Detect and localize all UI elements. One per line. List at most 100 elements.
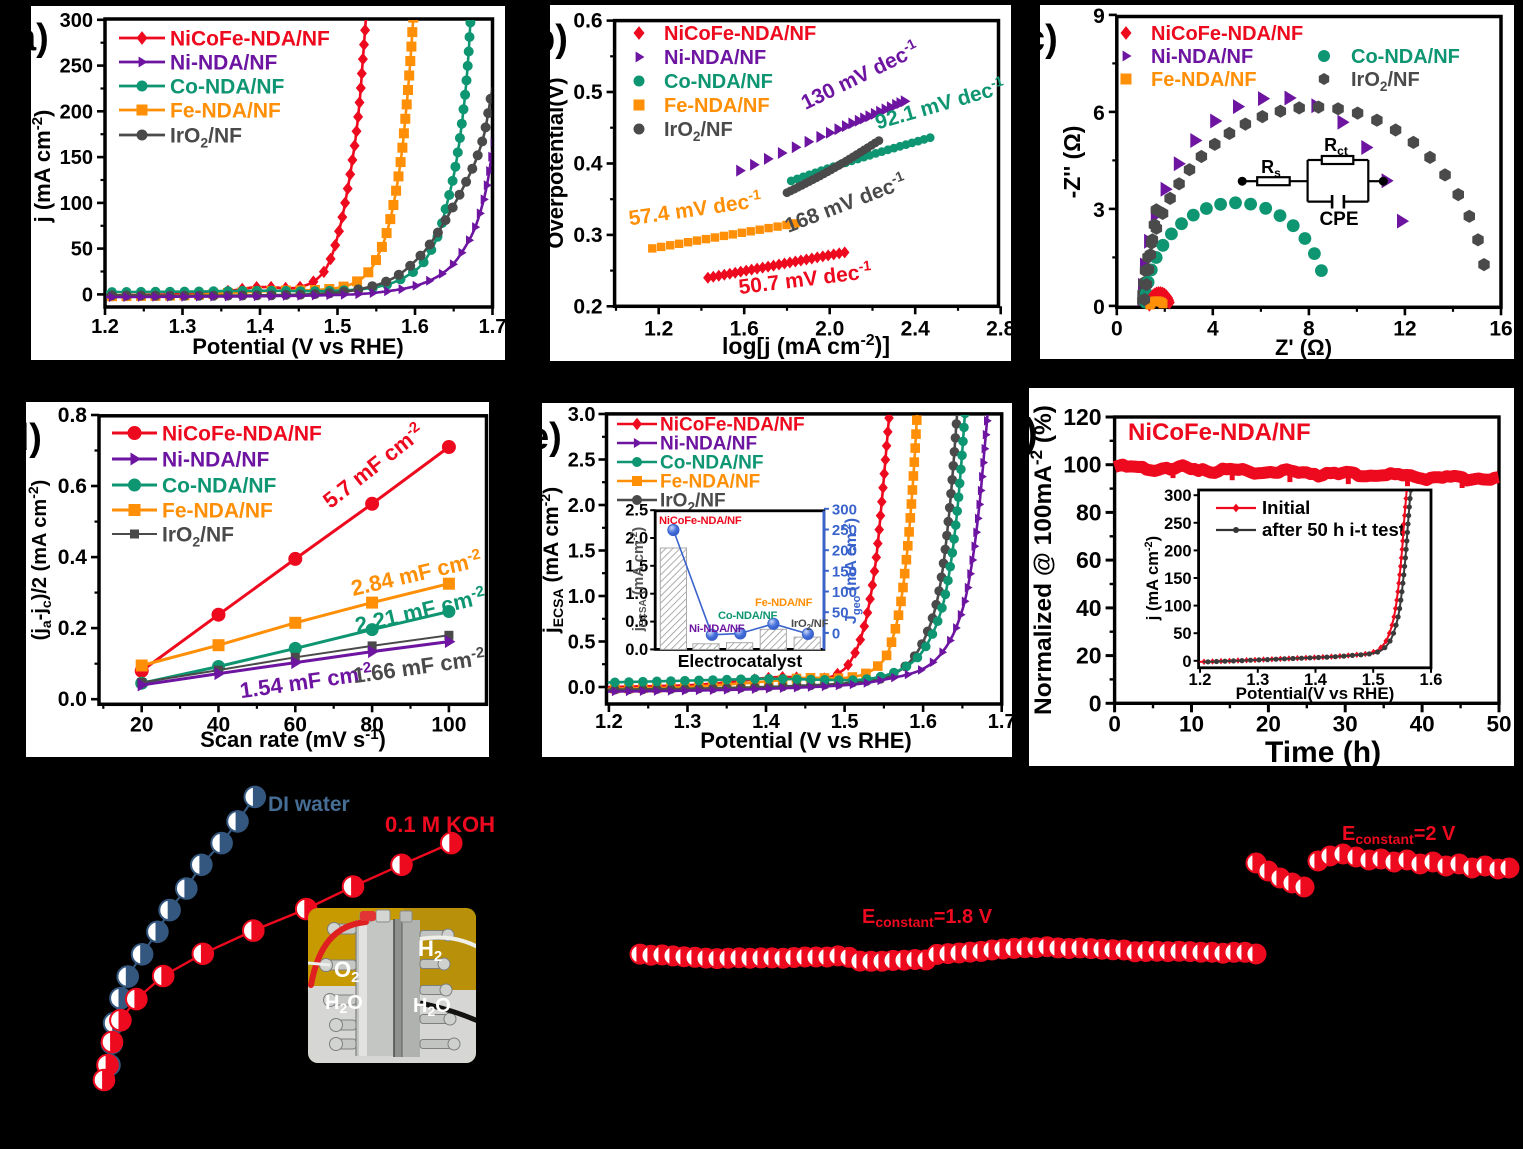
- svg-text:H2O: H2O: [413, 995, 451, 1019]
- svg-text:1.2: 1.2: [91, 316, 119, 338]
- svg-text:80: 80: [360, 713, 383, 736]
- svg-text:20: 20: [1076, 643, 1102, 669]
- svg-text:1.5: 1.5: [831, 711, 859, 733]
- svg-text:1.7: 1.7: [479, 316, 505, 338]
- svg-text:0.6: 0.6: [573, 10, 602, 33]
- svg-text:150: 150: [60, 147, 93, 169]
- svg-text:1.4: 1.4: [1304, 671, 1328, 689]
- svg-text:0.0: 0.0: [58, 688, 87, 711]
- svg-text:60: 60: [284, 713, 307, 736]
- svg-text:Fe-NDA/NF: Fe-NDA/NF: [1151, 69, 1257, 91]
- svg-text:300: 300: [832, 501, 857, 518]
- svg-text:f): f): [1029, 411, 1038, 455]
- svg-text:3: 3: [1093, 199, 1105, 222]
- svg-text:1.2: 1.2: [644, 317, 673, 340]
- svg-text:after 50 h i-t test: after 50 h i-t test: [1262, 519, 1405, 540]
- svg-text:16: 16: [1489, 317, 1512, 340]
- svg-text:log[j (mA cm-2)]: log[j (mA cm-2)]: [722, 332, 890, 359]
- svg-text:100: 100: [1063, 452, 1101, 478]
- svg-text:2.0: 2.0: [815, 317, 844, 340]
- svg-text:120: 120: [1063, 404, 1101, 430]
- svg-text:4: 4: [1207, 317, 1219, 340]
- svg-text:Fe-NDA/NF: Fe-NDA/NF: [162, 500, 273, 523]
- svg-text:0.5: 0.5: [625, 613, 648, 631]
- svg-text:1.5: 1.5: [625, 557, 648, 575]
- svg-text:2.4: 2.4: [901, 317, 931, 340]
- svg-text:Potential (V vs RHE): Potential (V vs RHE): [700, 728, 911, 753]
- svg-text:Time (h): Time (h): [1265, 736, 1381, 766]
- svg-text:Ni-NDA/NF: Ni-NDA/NF: [664, 47, 766, 69]
- svg-text:150: 150: [1164, 570, 1192, 588]
- svg-text:1.5: 1.5: [568, 541, 596, 563]
- svg-text:NiCoFe-NDA/NF: NiCoFe-NDA/NF: [1151, 23, 1303, 45]
- svg-text:Co-NDA/NF: Co-NDA/NF: [1351, 46, 1460, 68]
- svg-text:Fe-NDA/NF: Fe-NDA/NF: [170, 100, 281, 123]
- svg-text:NiCoFe-NDA/NF: NiCoFe-NDA/NF: [170, 28, 330, 51]
- svg-text:Potential (V vs RHE): Potential (V vs RHE): [192, 334, 403, 359]
- svg-text:Co-NDA/NF: Co-NDA/NF: [170, 76, 284, 99]
- svg-text:1.3: 1.3: [169, 316, 197, 338]
- svg-text:NiCoFe-NDA/NF: NiCoFe-NDA/NF: [660, 415, 805, 436]
- svg-text:-Z'' (Ω): -Z'' (Ω): [1059, 126, 1085, 199]
- svg-text:j (mA cm-2): j (mA cm-2): [31, 110, 55, 224]
- svg-text:40: 40: [1410, 711, 1435, 736]
- svg-text:(ja-jc)/2 (mA cm-2): (ja-jc)/2 (mA cm-2): [26, 480, 54, 641]
- svg-text:IrO2/NF: IrO2/NF: [162, 524, 234, 550]
- svg-text:0: 0: [1093, 296, 1105, 319]
- svg-text:Fe-NDA/NF: Fe-NDA/NF: [755, 597, 813, 609]
- svg-text:40: 40: [1076, 595, 1102, 621]
- svg-text:Scan rate (mV s-1): Scan rate (mV s-1): [200, 726, 386, 752]
- svg-text:0: 0: [1111, 317, 1123, 340]
- svg-text:50: 50: [1173, 625, 1191, 643]
- svg-text:250: 250: [832, 522, 857, 539]
- svg-text:100: 100: [1164, 598, 1192, 616]
- svg-text:2.5: 2.5: [625, 502, 648, 520]
- svg-text:12: 12: [1393, 317, 1416, 340]
- svg-text:c): c): [1040, 18, 1058, 60]
- svg-text:100: 100: [431, 713, 466, 736]
- svg-text:0.2: 0.2: [58, 617, 87, 640]
- svg-text:0.0: 0.0: [625, 641, 648, 659]
- svg-text:0.4: 0.4: [58, 546, 88, 569]
- svg-text:Ni-NDA/NF: Ni-NDA/NF: [1151, 46, 1253, 68]
- svg-text:1.3: 1.3: [1246, 671, 1269, 689]
- svg-text:1.2: 1.2: [1189, 671, 1212, 689]
- svg-text:1.4: 1.4: [246, 316, 275, 338]
- svg-text:a): a): [31, 17, 49, 59]
- svg-text:3.0: 3.0: [568, 404, 596, 426]
- svg-text:0: 0: [832, 625, 840, 642]
- svg-text:j (mA cm-2): j (mA cm-2): [1143, 536, 1162, 621]
- svg-text:0.8: 0.8: [58, 404, 88, 427]
- svg-text:Initial: Initial: [1262, 497, 1310, 518]
- svg-text:d): d): [26, 417, 42, 459]
- svg-text:300: 300: [1164, 487, 1192, 505]
- svg-text:Co-NDA/NF: Co-NDA/NF: [660, 453, 763, 474]
- svg-text:200: 200: [1164, 542, 1192, 560]
- svg-text:1.6: 1.6: [401, 316, 429, 338]
- svg-text:1.5: 1.5: [324, 316, 352, 338]
- svg-text:20: 20: [130, 713, 153, 736]
- svg-text:50: 50: [71, 239, 93, 261]
- svg-text:IrO2/NF: IrO2/NF: [664, 119, 733, 144]
- svg-text:Co-NDA/NF: Co-NDA/NF: [664, 71, 773, 93]
- svg-text:0: 0: [82, 284, 93, 306]
- svg-text:IrO2/NF: IrO2/NF: [170, 125, 242, 151]
- svg-text:NiCoFe-NDA/NF: NiCoFe-NDA/NF: [1128, 419, 1311, 446]
- svg-text:Ni-NDA/NF: Ni-NDA/NF: [170, 52, 277, 75]
- svg-text:50: 50: [832, 605, 849, 622]
- svg-text:150: 150: [832, 563, 857, 580]
- svg-text:100: 100: [832, 584, 857, 601]
- svg-text:57.4 mV dec-1: 57.4 mV dec-1: [627, 186, 763, 230]
- svg-text:250: 250: [60, 56, 93, 78]
- svg-text:jECSA (mA cm-2): jECSA (mA cm-2): [542, 487, 566, 634]
- svg-text:0.4: 0.4: [573, 153, 603, 176]
- svg-text:b): b): [550, 18, 568, 60]
- svg-text:0.3: 0.3: [573, 224, 602, 247]
- svg-text:1.6: 1.6: [730, 317, 759, 340]
- svg-text:30: 30: [1333, 711, 1358, 736]
- svg-text:jECSA (mA cm-2): jECSA (mA cm-2): [629, 527, 649, 633]
- svg-text:DI water: DI water: [268, 793, 350, 816]
- svg-text:10: 10: [1179, 711, 1204, 736]
- svg-text:6: 6: [1093, 102, 1105, 125]
- svg-text:0: 0: [1089, 690, 1102, 716]
